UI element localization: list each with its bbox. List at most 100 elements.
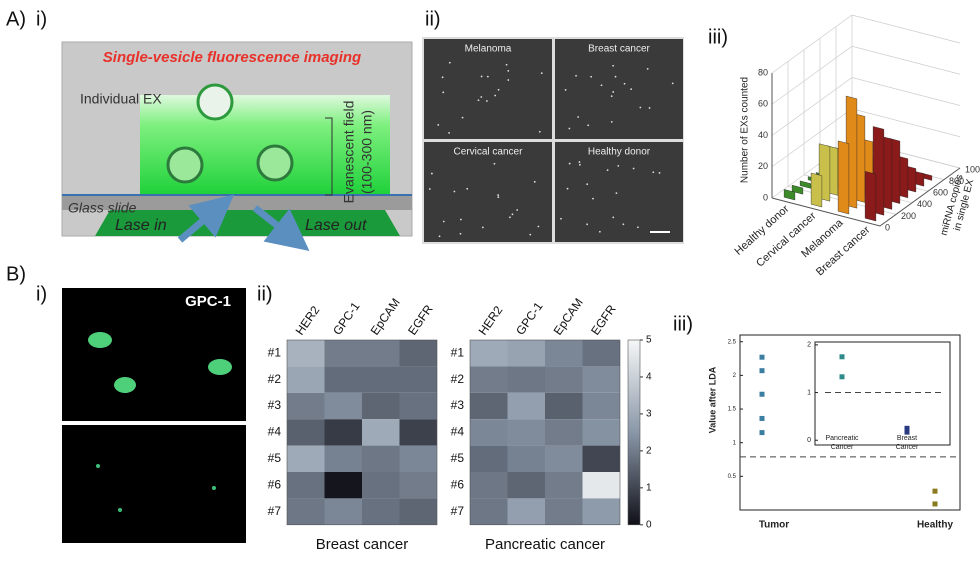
laser-region <box>95 210 400 236</box>
heatmap-cell <box>507 498 545 525</box>
depth-tick-label: 800 <box>949 176 964 186</box>
heatmap-cell <box>362 498 400 525</box>
y-axis-label: Value after LDA <box>707 366 717 433</box>
laser-out: Lase out <box>305 217 367 234</box>
row-label: #4 <box>268 425 282 439</box>
schematic-title: Single-vesicle fluorescence imaging <box>103 49 361 66</box>
heatmap-cell <box>545 340 583 367</box>
vesicle-spot <box>590 75 593 78</box>
colorbar-tick-label: 2 <box>646 446 652 457</box>
depth-tick-label: 600 <box>933 188 948 198</box>
heatmap-title: Breast cancer <box>316 536 409 553</box>
vesicle-spot <box>212 486 216 490</box>
point <box>759 430 765 436</box>
point <box>759 354 765 360</box>
vesicle-spot <box>587 124 590 127</box>
heatmap-cell <box>470 419 508 446</box>
slide-label: Glass slide <box>68 200 137 216</box>
vesicle-spot <box>671 82 674 85</box>
column-label: EGFR <box>588 302 619 338</box>
image <box>555 142 683 242</box>
image <box>424 142 552 242</box>
vesicle-spot <box>448 61 451 64</box>
inset-x-label: Breast <box>897 435 917 442</box>
vesicle-spot <box>507 79 510 81</box>
heatmap-cell <box>287 392 325 420</box>
image-label: Healthy donor <box>588 147 651 158</box>
heatmap-cell <box>399 419 437 446</box>
inset-frame <box>814 341 951 446</box>
vesicle-spot <box>497 88 500 91</box>
heatmap-cell <box>582 340 620 367</box>
panel-label: ii) <box>425 8 441 30</box>
row-label: #7 <box>451 504 465 518</box>
heatmap-cell <box>545 472 583 499</box>
column-label: EGFR <box>405 302 436 338</box>
row-label: #4 <box>451 425 465 439</box>
bar <box>837 140 850 215</box>
vesicle-spot <box>568 162 571 165</box>
image <box>62 288 246 421</box>
vesicle-spot <box>448 132 451 134</box>
y-tick-label: 2 <box>733 373 737 379</box>
vesicle-spot <box>114 377 136 393</box>
vesicle-spot <box>578 161 581 163</box>
heatmap-cell <box>324 340 362 367</box>
point <box>839 374 845 380</box>
heatmap-frame <box>469 339 621 526</box>
vesicle-spot <box>648 107 651 109</box>
vesicle-spot <box>600 84 603 87</box>
vesicle-spot <box>610 120 613 123</box>
panel-label: A) <box>6 8 26 30</box>
heatmap-cell <box>545 366 583 393</box>
y-tick-label: 1.5 <box>728 407 737 413</box>
schematic: Single-vesicle fluorescence imaging Indi… <box>61 41 413 252</box>
vesicle-spot <box>441 76 444 79</box>
vesicle-spot <box>208 359 232 375</box>
vesicle-spot <box>646 67 649 70</box>
vesicle-spot <box>568 127 571 130</box>
laser-in: Lase in <box>115 217 167 234</box>
vesicle-spot <box>466 187 469 190</box>
vesicle-spot <box>507 69 510 72</box>
panel-label: i) <box>36 283 47 305</box>
heatmap-cell <box>545 392 583 420</box>
heatmap-cell <box>324 419 362 446</box>
vesicle-spot <box>437 124 440 126</box>
inset-x-label: Cancer <box>831 444 854 451</box>
column-label: GPC-1 <box>513 299 546 337</box>
heatmap-cell <box>324 392 362 420</box>
vesicle-spot <box>461 116 464 119</box>
vesicle-spot <box>615 192 618 194</box>
heatmap-cell <box>545 419 583 446</box>
heatmap-cell <box>582 472 620 499</box>
heatmap-cell <box>399 498 437 525</box>
vesicle-spot <box>566 187 569 190</box>
y-tick-label: 60 <box>758 99 768 109</box>
vesicle-spot <box>577 116 580 118</box>
row-label: #1 <box>451 345 465 359</box>
vesicle-spot <box>516 209 519 211</box>
y-tick-label: 80 <box>758 67 768 77</box>
heatmap-cell <box>470 445 508 472</box>
row-label: #6 <box>451 477 465 491</box>
bar <box>783 189 796 201</box>
vesicle-spot <box>88 332 112 348</box>
image <box>424 39 552 139</box>
heatmap-cell <box>470 392 508 420</box>
vesicle-spot <box>612 64 615 67</box>
point <box>932 488 938 494</box>
exosome <box>256 144 294 182</box>
field-label: Evanescent field <box>341 101 357 204</box>
y-tick-label: 0 <box>807 437 811 444</box>
panel-label: ii) <box>257 283 273 305</box>
heatmap-cell <box>362 472 400 499</box>
vesicle-spot <box>493 162 496 165</box>
image-label: Breast cancer <box>588 44 650 55</box>
point <box>904 425 910 431</box>
vesicle-spot <box>606 169 609 172</box>
column-label: HER2 <box>476 303 506 338</box>
heatmap-cell <box>507 340 545 367</box>
vesicle-spot <box>453 190 456 193</box>
heatmap-cell <box>470 472 508 499</box>
